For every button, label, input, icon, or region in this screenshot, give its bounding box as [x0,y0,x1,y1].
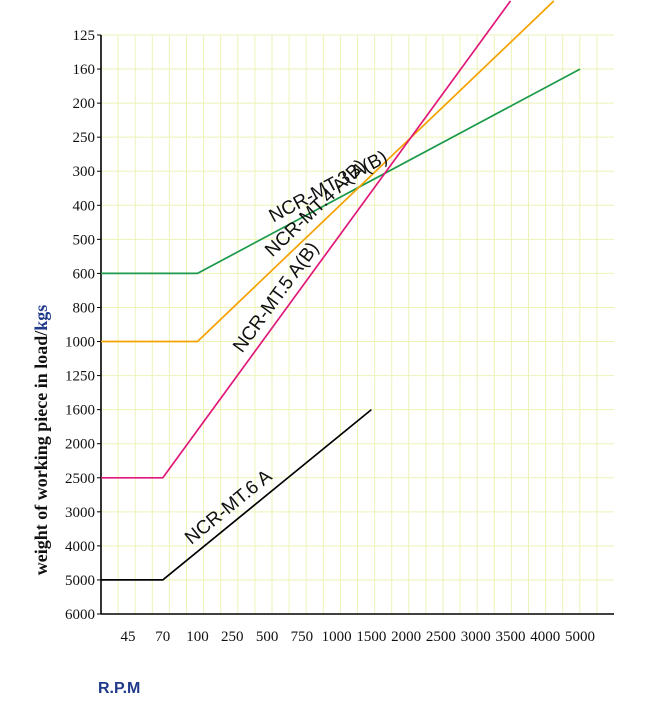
y-tick-label: 160 [73,62,96,78]
x-tick-label: 1000 [322,629,352,645]
series-lines [101,0,581,581]
x-tick-label: 500 [256,629,279,645]
x-tick-label: 2500 [426,629,456,645]
x-tick-label: 70 [155,629,170,645]
x-tick-label: 3500 [495,629,525,645]
x-axis-label: R.P.M [98,680,140,697]
y-tick-labels: 125 160 200 250 300 400 500 600 800 1000 1250 1600 2… [65,28,95,623]
y-tick-label: 250 [73,130,96,146]
x-tick-label: 2000 [391,629,421,645]
series-line [101,0,555,343]
x-tick-label: 3000 [461,629,491,645]
x-tick-label: 250 [221,629,244,645]
x-tick-label: 5000 [565,629,595,645]
x-tick-labels: 45 70 100 250 500 750 1000 1500 2000 2500 3000 3500… [121,629,596,645]
x-tick-label: 45 [121,629,136,645]
y-tick-label: 3000 [65,505,95,521]
axes [97,34,614,615]
y-tick-label: 1000 [65,335,95,351]
y-tick-label: 300 [73,164,96,180]
y-tick-label: 600 [73,266,96,282]
y-tick-label: 1600 [65,403,95,419]
grid [101,34,614,615]
x-tick-label: 750 [291,629,314,645]
y-tick-label: 200 [73,96,96,112]
y-tick-label: 2000 [65,437,95,453]
y-tick-label: 6000 [65,607,95,623]
y-tick-label: 800 [73,300,96,316]
series-line [101,408,372,581]
y-tick-label: 5000 [65,573,95,589]
y-tick-label: 500 [73,232,96,248]
y-tick-label: 4000 [65,539,95,555]
series-line [101,68,581,275]
series-line [101,0,512,479]
y-tick-label: 400 [73,198,96,214]
x-tick-label: 100 [186,629,209,645]
y-tick-label: 125 [73,28,96,44]
x-tick-label: 1500 [356,629,386,645]
y-axis-label: weight of working piece in load/kgs [31,305,51,576]
y-tick-label: 1250 [65,369,95,385]
x-tick-label: 4000 [530,629,560,645]
y-tick-label: 2500 [65,471,95,487]
